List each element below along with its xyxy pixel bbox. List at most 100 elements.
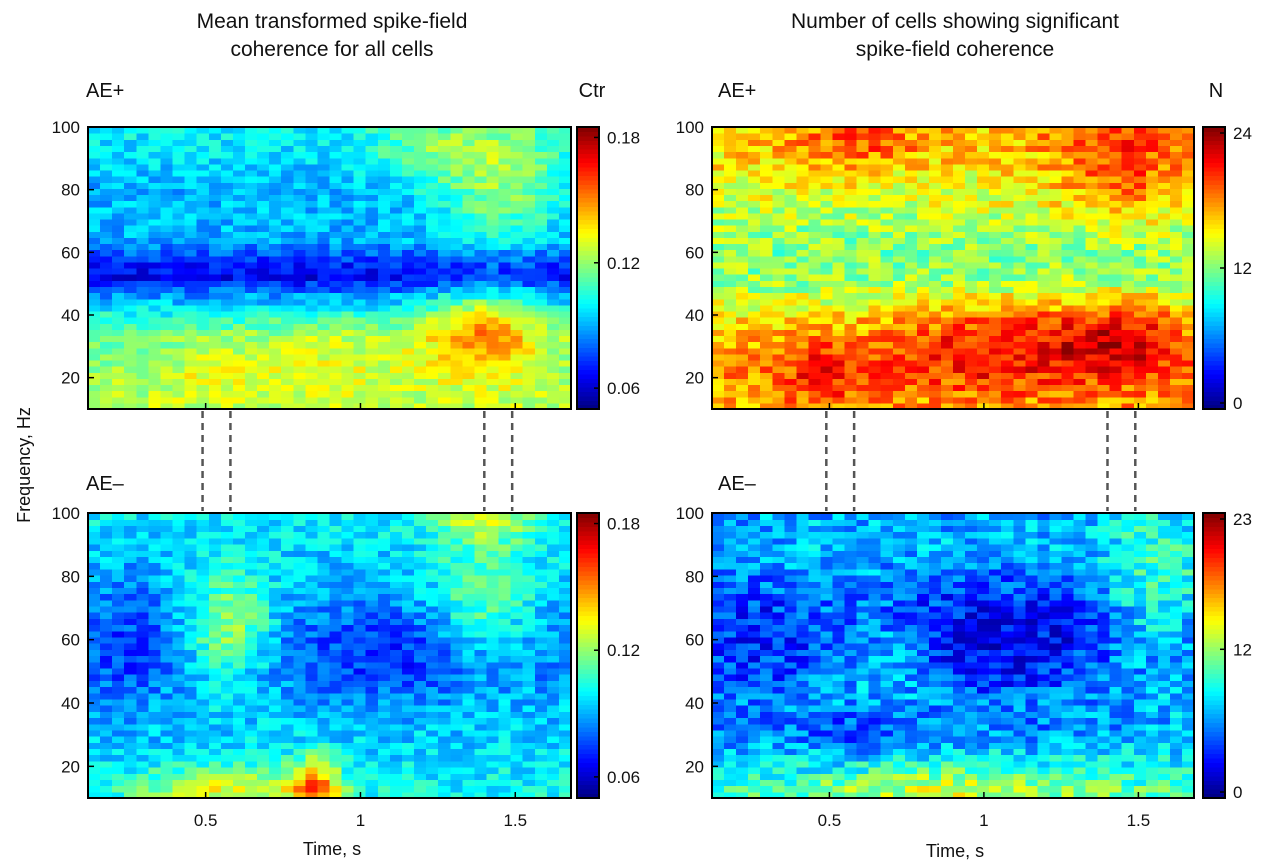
heatmap-cell: [474, 761, 487, 768]
heatmap-cell: [185, 569, 198, 576]
heatmap-cell: [426, 730, 439, 737]
heatmap-cell: [112, 329, 125, 336]
heatmap-cell: [402, 711, 415, 718]
heatmap-cell: [486, 176, 499, 183]
heatmap-cell: [173, 519, 186, 526]
heatmap-cell: [281, 250, 294, 257]
heatmap-cell: [462, 631, 475, 638]
heatmap-cell: [305, 525, 318, 532]
heatmap-cell: [857, 378, 870, 385]
heatmap-cell: [160, 262, 173, 269]
heatmap-cell: [112, 305, 125, 312]
heatmap-cell: [354, 606, 367, 613]
colorbar-step: [577, 558, 599, 563]
heatmap-cell: [486, 317, 499, 324]
heatmap-cell: [486, 348, 499, 355]
heatmap-cell: [173, 311, 186, 318]
heatmap-cell: [941, 139, 954, 146]
heatmap-cell: [426, 311, 439, 318]
heatmap-cell: [197, 581, 210, 588]
heatmap-cell: [100, 581, 113, 588]
heatmap-cell: [917, 311, 930, 318]
heatmap-cell: [317, 625, 330, 632]
heatmap-cell: [499, 581, 512, 588]
heatmap-cell: [330, 311, 343, 318]
heatmap-cell: [185, 519, 198, 526]
heatmap-cell: [366, 354, 379, 361]
heatmap-cell: [535, 717, 548, 724]
heatmap-cell: [209, 262, 222, 269]
heatmap-cell: [474, 268, 487, 275]
heatmap-cell: [499, 237, 512, 244]
heatmap-cell: [784, 225, 797, 232]
heatmap-cell: [953, 348, 966, 355]
heatmap-cell: [136, 779, 149, 786]
heatmap-cell: [784, 274, 797, 281]
heatmap-cell: [559, 280, 572, 287]
heatmap-cell: [209, 544, 222, 551]
heatmap-cell: [293, 170, 306, 177]
heatmap-cell: [965, 299, 978, 306]
heatmap-cell: [245, 268, 258, 275]
heatmap-cell: [293, 152, 306, 159]
heatmap-cell: [185, 397, 198, 404]
heatmap-cell: [390, 656, 403, 663]
heatmap-cell: [535, 268, 548, 275]
heatmap-cell: [185, 761, 198, 768]
heatmap-cell: [317, 231, 330, 238]
heatmap-cell: [772, 348, 785, 355]
heatmap-cell: [148, 237, 161, 244]
heatmap-cell: [221, 342, 234, 349]
heatmap-cell: [965, 152, 978, 159]
heatmap-cell: [342, 262, 355, 269]
heatmap-cell: [245, 360, 258, 367]
heatmap-cell: [342, 649, 355, 656]
colorbar-step: [577, 162, 599, 167]
heatmap-cell: [414, 158, 427, 165]
heatmap-cell: [402, 736, 415, 743]
colorbar-step: [577, 624, 599, 629]
heatmap-cell: [438, 717, 451, 724]
heatmap-cell: [523, 378, 536, 385]
heatmap-cell: [305, 182, 318, 189]
heatmap-cell: [366, 323, 379, 330]
heatmap-cell: [317, 575, 330, 582]
heatmap-cell: [112, 194, 125, 201]
heatmap-cell: [245, 705, 258, 712]
heatmap-cell: [893, 145, 906, 152]
heatmap-cell: [342, 188, 355, 195]
heatmap-cell: [160, 656, 173, 663]
heatmap-cell: [366, 773, 379, 780]
heatmap-cell: [257, 145, 270, 152]
heatmap-cell: [535, 354, 548, 361]
heatmap-cell: [269, 724, 282, 731]
heatmap-cell: [293, 219, 306, 226]
heatmap-cell: [462, 329, 475, 336]
heatmap-cell: [893, 391, 906, 398]
heatmap-cell: [414, 705, 427, 712]
heatmap-cell: [474, 525, 487, 532]
heatmap-cell: [450, 680, 463, 687]
heatmap-cell: [820, 311, 833, 318]
heatmap-cell: [820, 182, 833, 189]
heatmap-cell: [317, 391, 330, 398]
heatmap-cell: [905, 127, 918, 134]
heatmap-cell: [173, 360, 186, 367]
heatmap-cell: [185, 742, 198, 749]
heatmap-cell: [748, 158, 761, 165]
heatmap-cell: [736, 293, 749, 300]
heatmap-cell: [197, 305, 210, 312]
heatmap-cell: [523, 544, 536, 551]
heatmap-cell: [148, 748, 161, 755]
heatmap-cell: [905, 372, 918, 379]
heatmap-cell: [559, 250, 572, 257]
heatmap-cell: [305, 274, 318, 281]
heatmap-cell: [511, 773, 524, 780]
heatmap-cell: [366, 575, 379, 582]
heatmap-cell: [499, 538, 512, 545]
heatmap-cell: [305, 693, 318, 700]
heatmap-cell: [748, 329, 761, 336]
heatmap-cell: [760, 348, 773, 355]
heatmap-cell: [499, 544, 512, 551]
heatmap-cell: [499, 600, 512, 607]
